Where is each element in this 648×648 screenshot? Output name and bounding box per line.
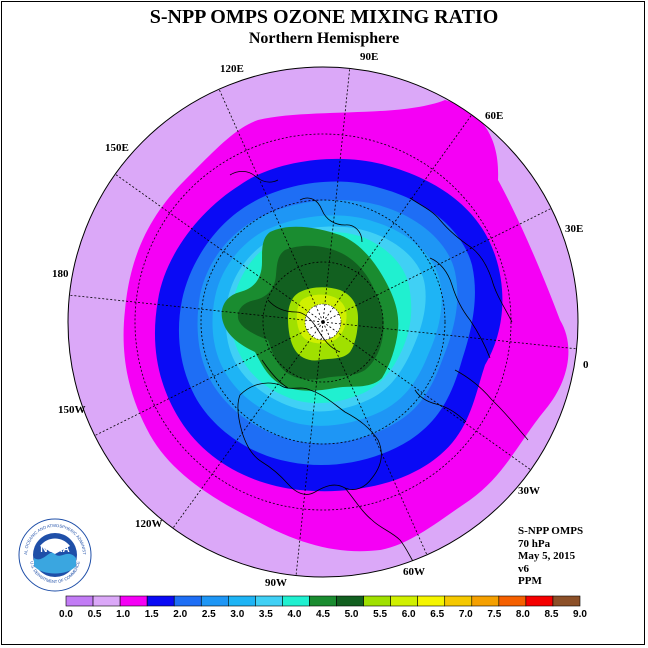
info-date: May 5, 2015 bbox=[518, 550, 576, 562]
lon-label-30e: 30E bbox=[565, 223, 584, 235]
colorbar-tick-label: 3.5 bbox=[258, 609, 273, 620]
lon-label-180: 180 bbox=[52, 268, 69, 280]
graticule bbox=[68, 67, 578, 577]
lon-label-120e: 120E bbox=[220, 63, 244, 75]
colorbar-swatch bbox=[119, 595, 148, 607]
colorbar-tick-label: 7.5 bbox=[487, 609, 502, 620]
colorbar-tick-label: 4.5 bbox=[316, 609, 330, 620]
lon-label-150e: 150E bbox=[105, 142, 129, 154]
product-info: S-NPP OMPS 70 hPa May 5, 2015 v6 PPM bbox=[518, 525, 583, 588]
colorbar-swatch bbox=[417, 595, 446, 607]
colorbar-tick-label: 3.0 bbox=[230, 609, 245, 620]
colorbar-swatch bbox=[173, 595, 202, 607]
colorbar-tick-label: 2.0 bbox=[173, 609, 188, 620]
lon-label-0: 0 bbox=[583, 359, 589, 371]
colorbar-swatch bbox=[336, 595, 364, 607]
colorbar-tick-label: 5.0 bbox=[344, 609, 359, 620]
colorbar-tick-label: 1.0 bbox=[116, 609, 131, 620]
colorbar-tick-label: 5.5 bbox=[373, 609, 388, 620]
info-level: 70 hPa bbox=[518, 537, 551, 550]
lon-label-90e: 90E bbox=[360, 51, 379, 63]
colorbar-tick-label: 9.0 bbox=[573, 609, 587, 620]
colorbar-swatch bbox=[309, 595, 337, 607]
colorbar-swatch bbox=[363, 595, 391, 607]
colorbar-swatch bbox=[444, 595, 473, 607]
colorbar-tick-label: 2.5 bbox=[201, 609, 216, 620]
colorbar-swatch bbox=[390, 595, 418, 607]
colorbar-tick-label: 0.0 bbox=[59, 609, 73, 620]
colorbar-swatch bbox=[146, 595, 175, 607]
lon-label-120w: 120W bbox=[135, 518, 163, 530]
map-title: S-NPP OMPS OZONE MIXING RATIO bbox=[149, 6, 499, 28]
noaa-logo-text: NOAA bbox=[40, 544, 69, 555]
coastlines bbox=[229, 170, 532, 573]
lon-label-90w: 90W bbox=[265, 577, 287, 589]
info-version: v6 bbox=[518, 562, 529, 575]
colorbar-swatch bbox=[282, 595, 310, 607]
colorbar-tick-label: 8.5 bbox=[544, 609, 559, 620]
colorbar-tick-label: 6.5 bbox=[430, 609, 445, 620]
info-units: PPM bbox=[518, 575, 542, 587]
colorbar-tick-label: 4.0 bbox=[287, 609, 302, 620]
colorbar-swatch bbox=[65, 595, 94, 607]
map-subtitle: Northern Hemisphere bbox=[248, 30, 400, 47]
lon-label-60w: 60W bbox=[403, 566, 425, 578]
colorbar-tick-label: 6.0 bbox=[401, 609, 416, 620]
colorbar-swatch bbox=[552, 595, 581, 607]
colorbar-tick-label: 8.0 bbox=[515, 609, 530, 620]
colorbar-swatch bbox=[228, 595, 256, 607]
info-instrument: S-NPP OMPS bbox=[518, 525, 584, 537]
noaa-logo: NOAA NATIONAL OCEANIC AND ATMOSPHERIC AD… bbox=[18, 518, 92, 592]
lon-label-150w: 150W bbox=[58, 404, 86, 416]
lon-label-60e: 60E bbox=[485, 110, 504, 122]
map-boundary bbox=[67, 66, 579, 578]
colorbar-swatch bbox=[525, 595, 554, 607]
lon-label-30w: 30W bbox=[518, 485, 540, 497]
colorbar-tick-label: 0.5 bbox=[87, 609, 102, 620]
colorbar-tick-label: 1.5 bbox=[144, 609, 159, 620]
colorbar-swatch bbox=[255, 595, 283, 607]
colorbar-tick-label: 7.0 bbox=[458, 609, 473, 620]
colorbar-swatch bbox=[92, 595, 121, 607]
colorbar-swatch bbox=[200, 595, 229, 607]
colorbar-swatch bbox=[498, 595, 527, 607]
colorbar-swatch bbox=[471, 595, 500, 607]
